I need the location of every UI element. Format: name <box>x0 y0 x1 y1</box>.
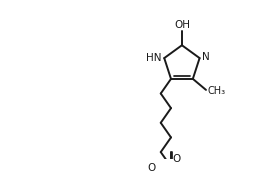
Text: N: N <box>203 52 210 62</box>
Text: O: O <box>147 163 156 172</box>
Text: HN: HN <box>146 53 161 63</box>
Text: CH₃: CH₃ <box>208 86 226 96</box>
Text: O: O <box>172 154 181 164</box>
Text: OH: OH <box>174 20 190 30</box>
